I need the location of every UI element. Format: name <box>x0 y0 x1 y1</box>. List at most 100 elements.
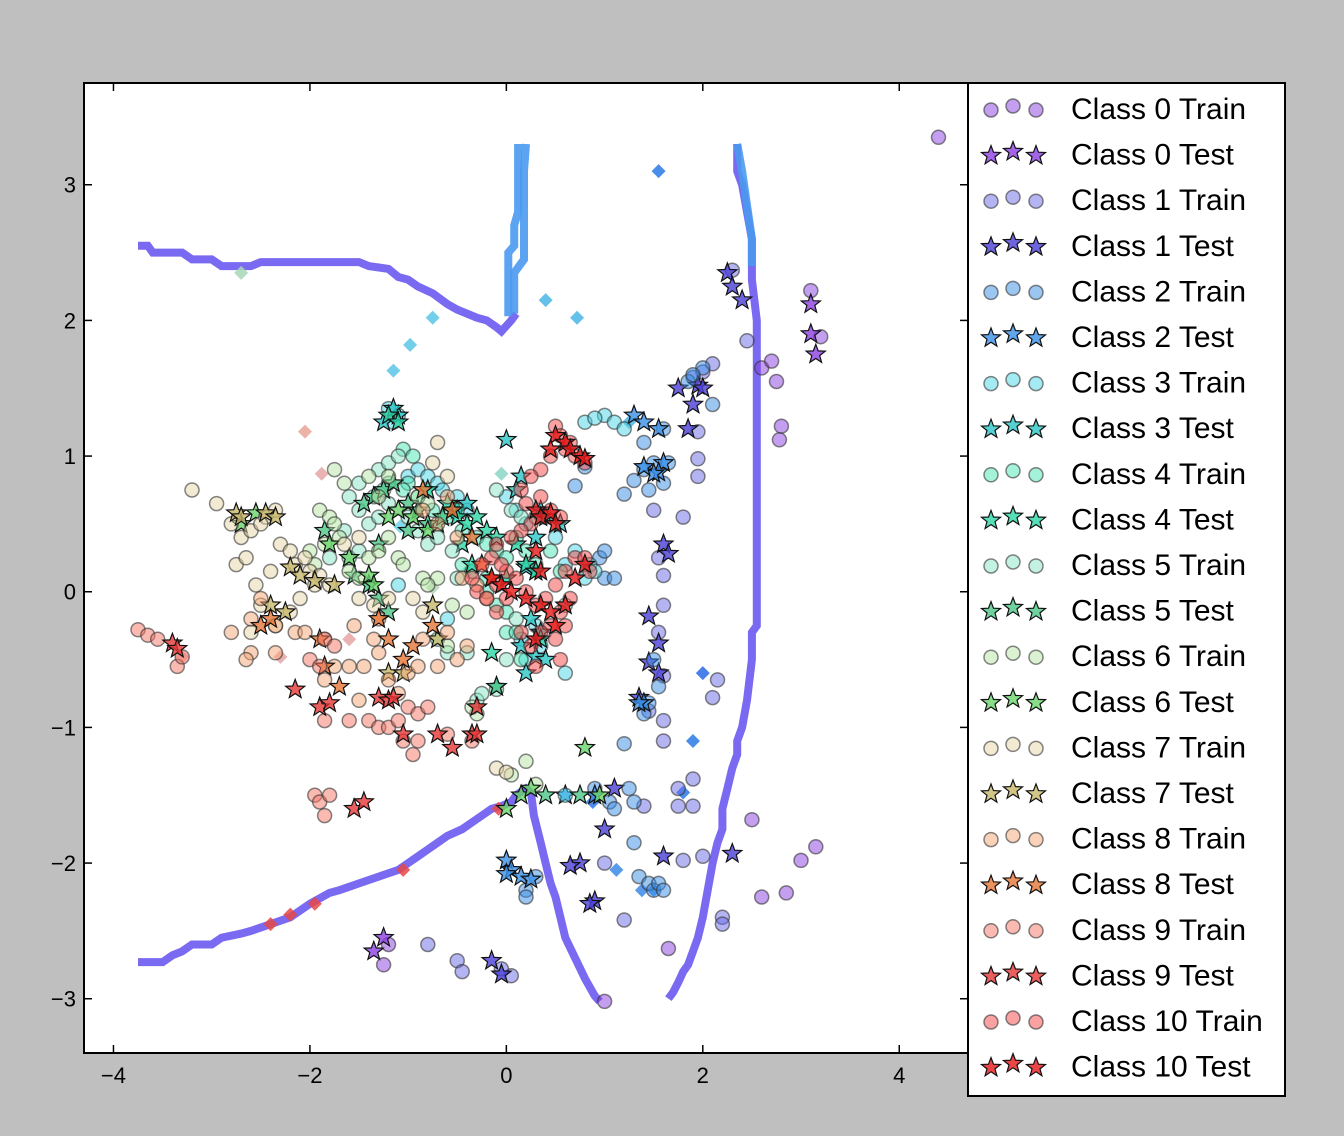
series-class-6-test <box>229 498 611 819</box>
y-tick-label: −1 <box>51 715 76 740</box>
data-point <box>311 658 328 675</box>
legend-marker <box>983 831 999 848</box>
boundary-point <box>314 466 329 481</box>
boundary-point <box>609 862 624 877</box>
data-point <box>652 451 675 473</box>
legend-entry: Class 10 Train <box>983 1005 1263 1038</box>
data-point <box>621 780 637 797</box>
data-point <box>514 586 538 608</box>
data-point <box>513 624 529 641</box>
boundary-point <box>494 466 509 481</box>
data-point <box>627 691 651 713</box>
legend-entry: Class 3 Test <box>979 412 1235 445</box>
legend-entry: Class 6 Train <box>983 640 1246 673</box>
data-point <box>704 689 721 706</box>
legend-label: Class 6 Test <box>1071 686 1235 719</box>
data-point <box>808 839 824 855</box>
data-point <box>357 563 381 586</box>
legend-marker <box>983 467 999 483</box>
data-point <box>336 536 353 553</box>
data-point <box>405 448 421 464</box>
data-point <box>691 376 714 398</box>
data-point <box>279 555 302 577</box>
data-point <box>352 790 376 812</box>
legend-entry: Class 8 Test <box>979 868 1235 901</box>
data-point <box>341 489 357 505</box>
data-point <box>426 722 449 744</box>
data-point <box>513 482 529 498</box>
legend-label: Class 9 Train <box>1071 914 1246 947</box>
data-point <box>439 624 456 641</box>
data-point <box>464 570 480 586</box>
data-point <box>370 543 387 559</box>
data-point <box>441 498 464 520</box>
boundary-point <box>386 363 401 378</box>
legend-marker <box>1024 691 1048 713</box>
data-point <box>318 532 341 554</box>
boundary-point <box>396 862 411 877</box>
legend-marker <box>1028 102 1044 118</box>
data-point <box>387 498 410 520</box>
data-point <box>675 509 691 525</box>
legend-marker <box>1024 599 1048 622</box>
data-point <box>657 542 680 564</box>
data-point <box>238 550 254 566</box>
data-point <box>626 794 642 810</box>
data-point <box>238 651 254 668</box>
legend-marker <box>1024 1055 1048 1078</box>
data-point <box>488 482 505 498</box>
data-point <box>508 570 524 586</box>
data-point <box>292 590 308 607</box>
data-point <box>362 939 385 961</box>
x-tick-label: 0 <box>500 1063 512 1088</box>
boundary-point <box>425 310 440 325</box>
data-point <box>647 661 670 683</box>
legend-label: Class 6 Train <box>1071 640 1246 673</box>
data-point <box>274 600 297 622</box>
data-point <box>480 641 503 663</box>
decision-boundaries <box>138 143 761 1005</box>
data-point <box>455 491 479 513</box>
data-point <box>415 502 431 519</box>
legend-marker <box>1024 964 1048 986</box>
data-point <box>405 590 421 607</box>
data-point <box>637 604 660 626</box>
data-point <box>626 834 642 851</box>
legend-marker <box>1028 558 1044 574</box>
data-point <box>366 597 382 614</box>
legend-marker <box>979 1055 1003 1078</box>
boundary-point <box>307 896 322 911</box>
y-tick-label: −3 <box>51 987 76 1012</box>
data-point <box>488 536 505 553</box>
data-point <box>410 733 426 749</box>
data-point <box>262 563 279 580</box>
data-point <box>596 543 613 559</box>
data-point <box>557 665 574 681</box>
data-point <box>675 852 691 869</box>
legend-marker <box>979 143 1003 166</box>
data-point <box>259 607 282 629</box>
data-point <box>377 627 400 649</box>
data-point <box>351 529 367 546</box>
data-point <box>415 604 431 620</box>
data-point <box>387 410 410 432</box>
data-point <box>606 570 623 586</box>
legend-label: Class 7 Test <box>1071 777 1235 810</box>
data-point <box>616 486 632 502</box>
boundary-point <box>538 293 553 308</box>
legend-entry: Class 1 Train <box>983 184 1246 217</box>
data-point <box>685 366 701 383</box>
data-point <box>326 638 343 654</box>
data-point <box>524 627 547 649</box>
data-point <box>284 677 307 699</box>
data-point <box>714 916 731 932</box>
data-point <box>730 288 754 310</box>
data-point <box>498 764 515 780</box>
data-point <box>454 963 470 980</box>
decision-boundary-line <box>665 144 761 1002</box>
boundary-point <box>283 907 298 922</box>
data-point <box>632 455 656 477</box>
legend-marker <box>979 508 1003 530</box>
legend-marker <box>1028 467 1044 483</box>
data-point <box>539 437 562 459</box>
